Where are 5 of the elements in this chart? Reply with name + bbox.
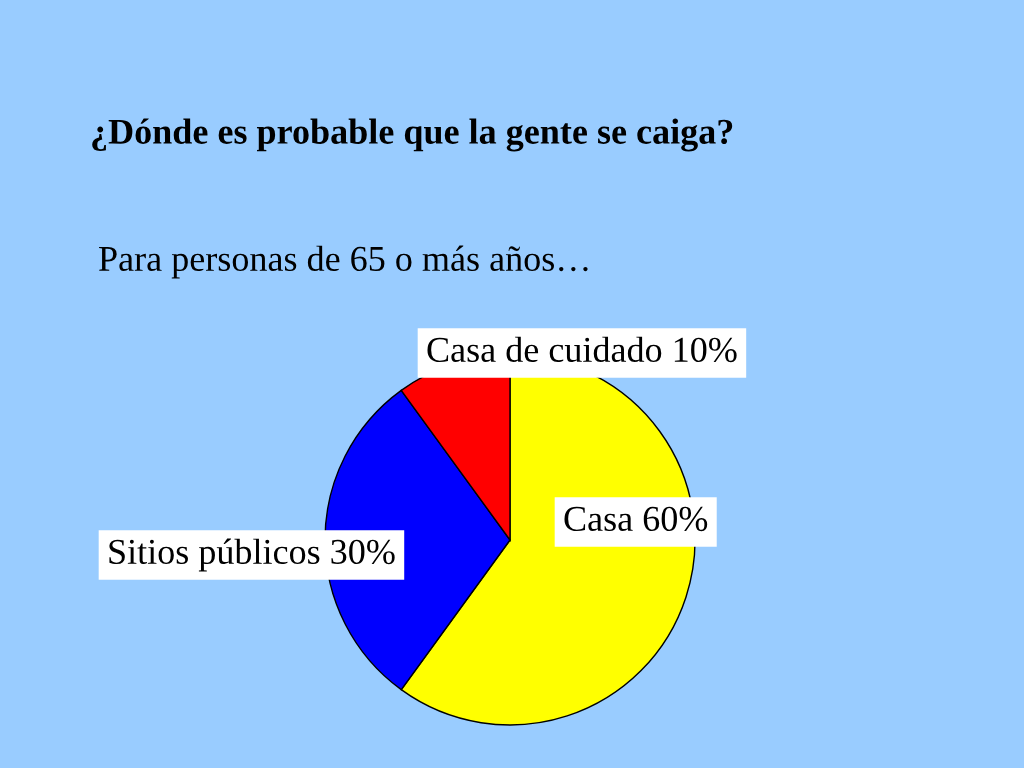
slice-label: Casa de cuidado 10% [427,336,737,363]
chart-title: ¿Dónde es probable que la gente se caiga? [92,118,733,152]
slice-label: Casa 60% [564,506,708,532]
chart-subtitle: Para personas de 65 o más años… [99,245,588,279]
slice-label: Sitios públicos 30% [109,538,395,572]
